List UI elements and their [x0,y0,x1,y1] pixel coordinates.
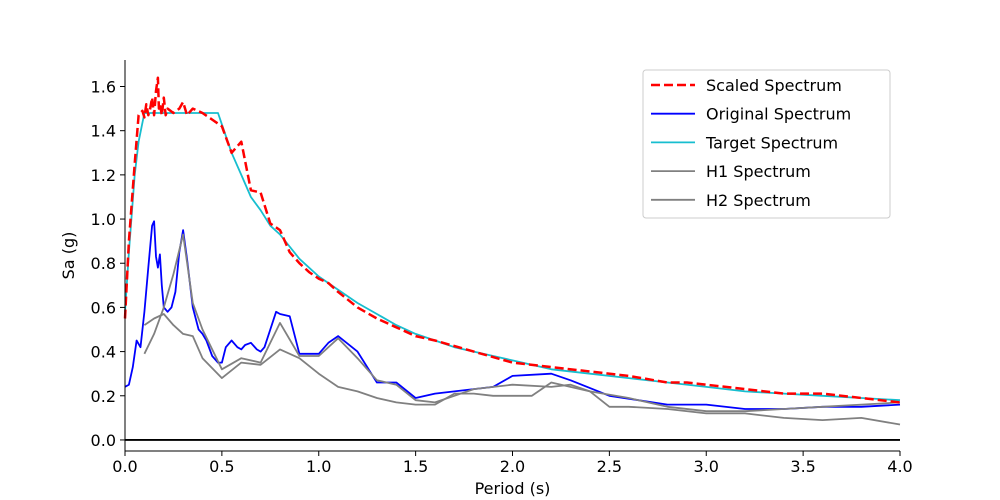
x-tick-label: 4.0 [887,457,912,476]
y-tick-label: 1.6 [91,78,116,97]
legend-label: H1 Spectrum [706,162,811,181]
y-axis-ticks: 0.0 0.2 0.4 0.6 0.8 1.0 1.2 1.4 1.6 [91,78,125,450]
x-tick-label: 1.5 [403,457,428,476]
series-line-original-spectrum [124,220,901,410]
legend-label: Original Spectrum [706,105,851,124]
y-tick-label: 0.0 [91,431,116,450]
y-tick-label: 0.4 [91,343,116,362]
series-line-h1-spectrum [143,233,901,413]
x-tick-label: 0.0 [112,457,137,476]
series-line-h2-spectrum [143,313,901,426]
legend-label: Scaled Spectrum [706,76,842,95]
x-tick-label: 3.5 [790,457,815,476]
x-tick-label: 1.0 [306,457,331,476]
y-tick-label: 0.2 [91,387,116,406]
y-axis-title: Sa (g) [59,232,78,280]
legend: Scaled Spectrum Original Spectrum Target S… [642,69,891,219]
y-tick-label: 0.6 [91,298,116,317]
legend-frame [642,69,891,219]
x-axis-title: Period (s) [475,479,551,498]
x-tick-label: 2.0 [500,457,525,476]
x-axis-ticks: 0.0 0.5 1.0 1.5 2.0 2.5 3.0 3.5 4.0 [112,451,913,476]
x-tick-label: 0.5 [209,457,234,476]
series-line-scaled-spectrum [123,76,901,404]
y-tick-label: 1.2 [91,166,116,185]
y-tick-label: 1.4 [91,122,116,141]
legend-label: Target Spectrum [705,133,838,152]
plot-area [123,76,901,441]
y-tick-label: 1.0 [91,210,116,229]
x-tick-label: 3.0 [694,457,719,476]
series-layer [123,76,901,426]
axes: 0.0 0.5 1.0 1.5 2.0 2.5 3.0 3.5 4.0 0.0 0.2 0.4 0.6… [59,60,913,498]
x-tick-label: 2.5 [597,457,622,476]
legend-label: H2 Spectrum [706,191,811,210]
y-tick-label: 0.8 [91,254,116,273]
legend-items: Scaled Spectrum Original Spectrum Target S… [651,76,851,210]
